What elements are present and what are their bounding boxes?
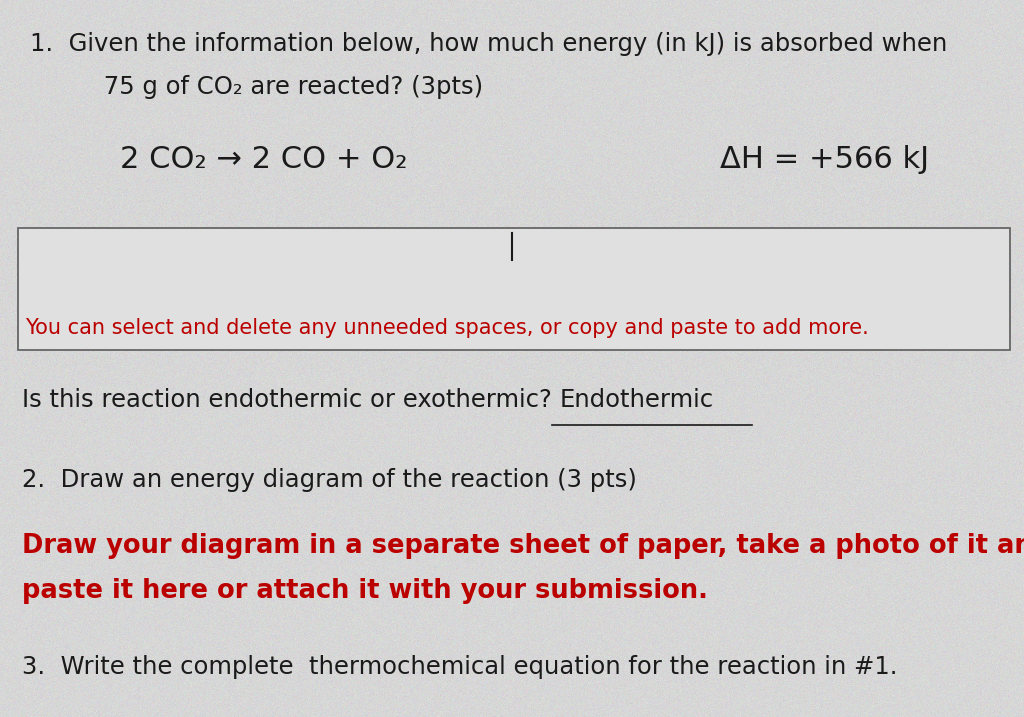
Text: Is this reaction endothermic or exothermic?: Is this reaction endothermic or exotherm…: [22, 388, 552, 412]
Text: 3.  Write the complete  thermochemical equation for the reaction in #1.: 3. Write the complete thermochemical equ…: [22, 655, 897, 679]
Text: You can select and delete any unneeded spaces, or copy and paste to add more.: You can select and delete any unneeded s…: [25, 318, 868, 338]
Text: 1.  Given the information below, how much energy (in kJ) is absorbed when: 1. Given the information below, how much…: [30, 32, 947, 56]
Text: 2.  Draw an energy diagram of the reaction (3 pts): 2. Draw an energy diagram of the reactio…: [22, 468, 637, 492]
Text: 75 g of CO₂ are reacted? (3pts): 75 g of CO₂ are reacted? (3pts): [65, 75, 483, 99]
Text: 2 CO₂ → 2 CO + O₂: 2 CO₂ → 2 CO + O₂: [120, 145, 408, 174]
Text: ΔH = +566 kJ: ΔH = +566 kJ: [720, 145, 929, 174]
Text: Endothermic: Endothermic: [560, 388, 714, 412]
Bar: [18, 228, 1010, 350]
Text: Draw your diagram in a separate sheet of paper, take a photo of it and: Draw your diagram in a separate sheet of…: [22, 533, 1024, 559]
Text: paste it here or attach it with your submission.: paste it here or attach it with your sub…: [22, 578, 708, 604]
